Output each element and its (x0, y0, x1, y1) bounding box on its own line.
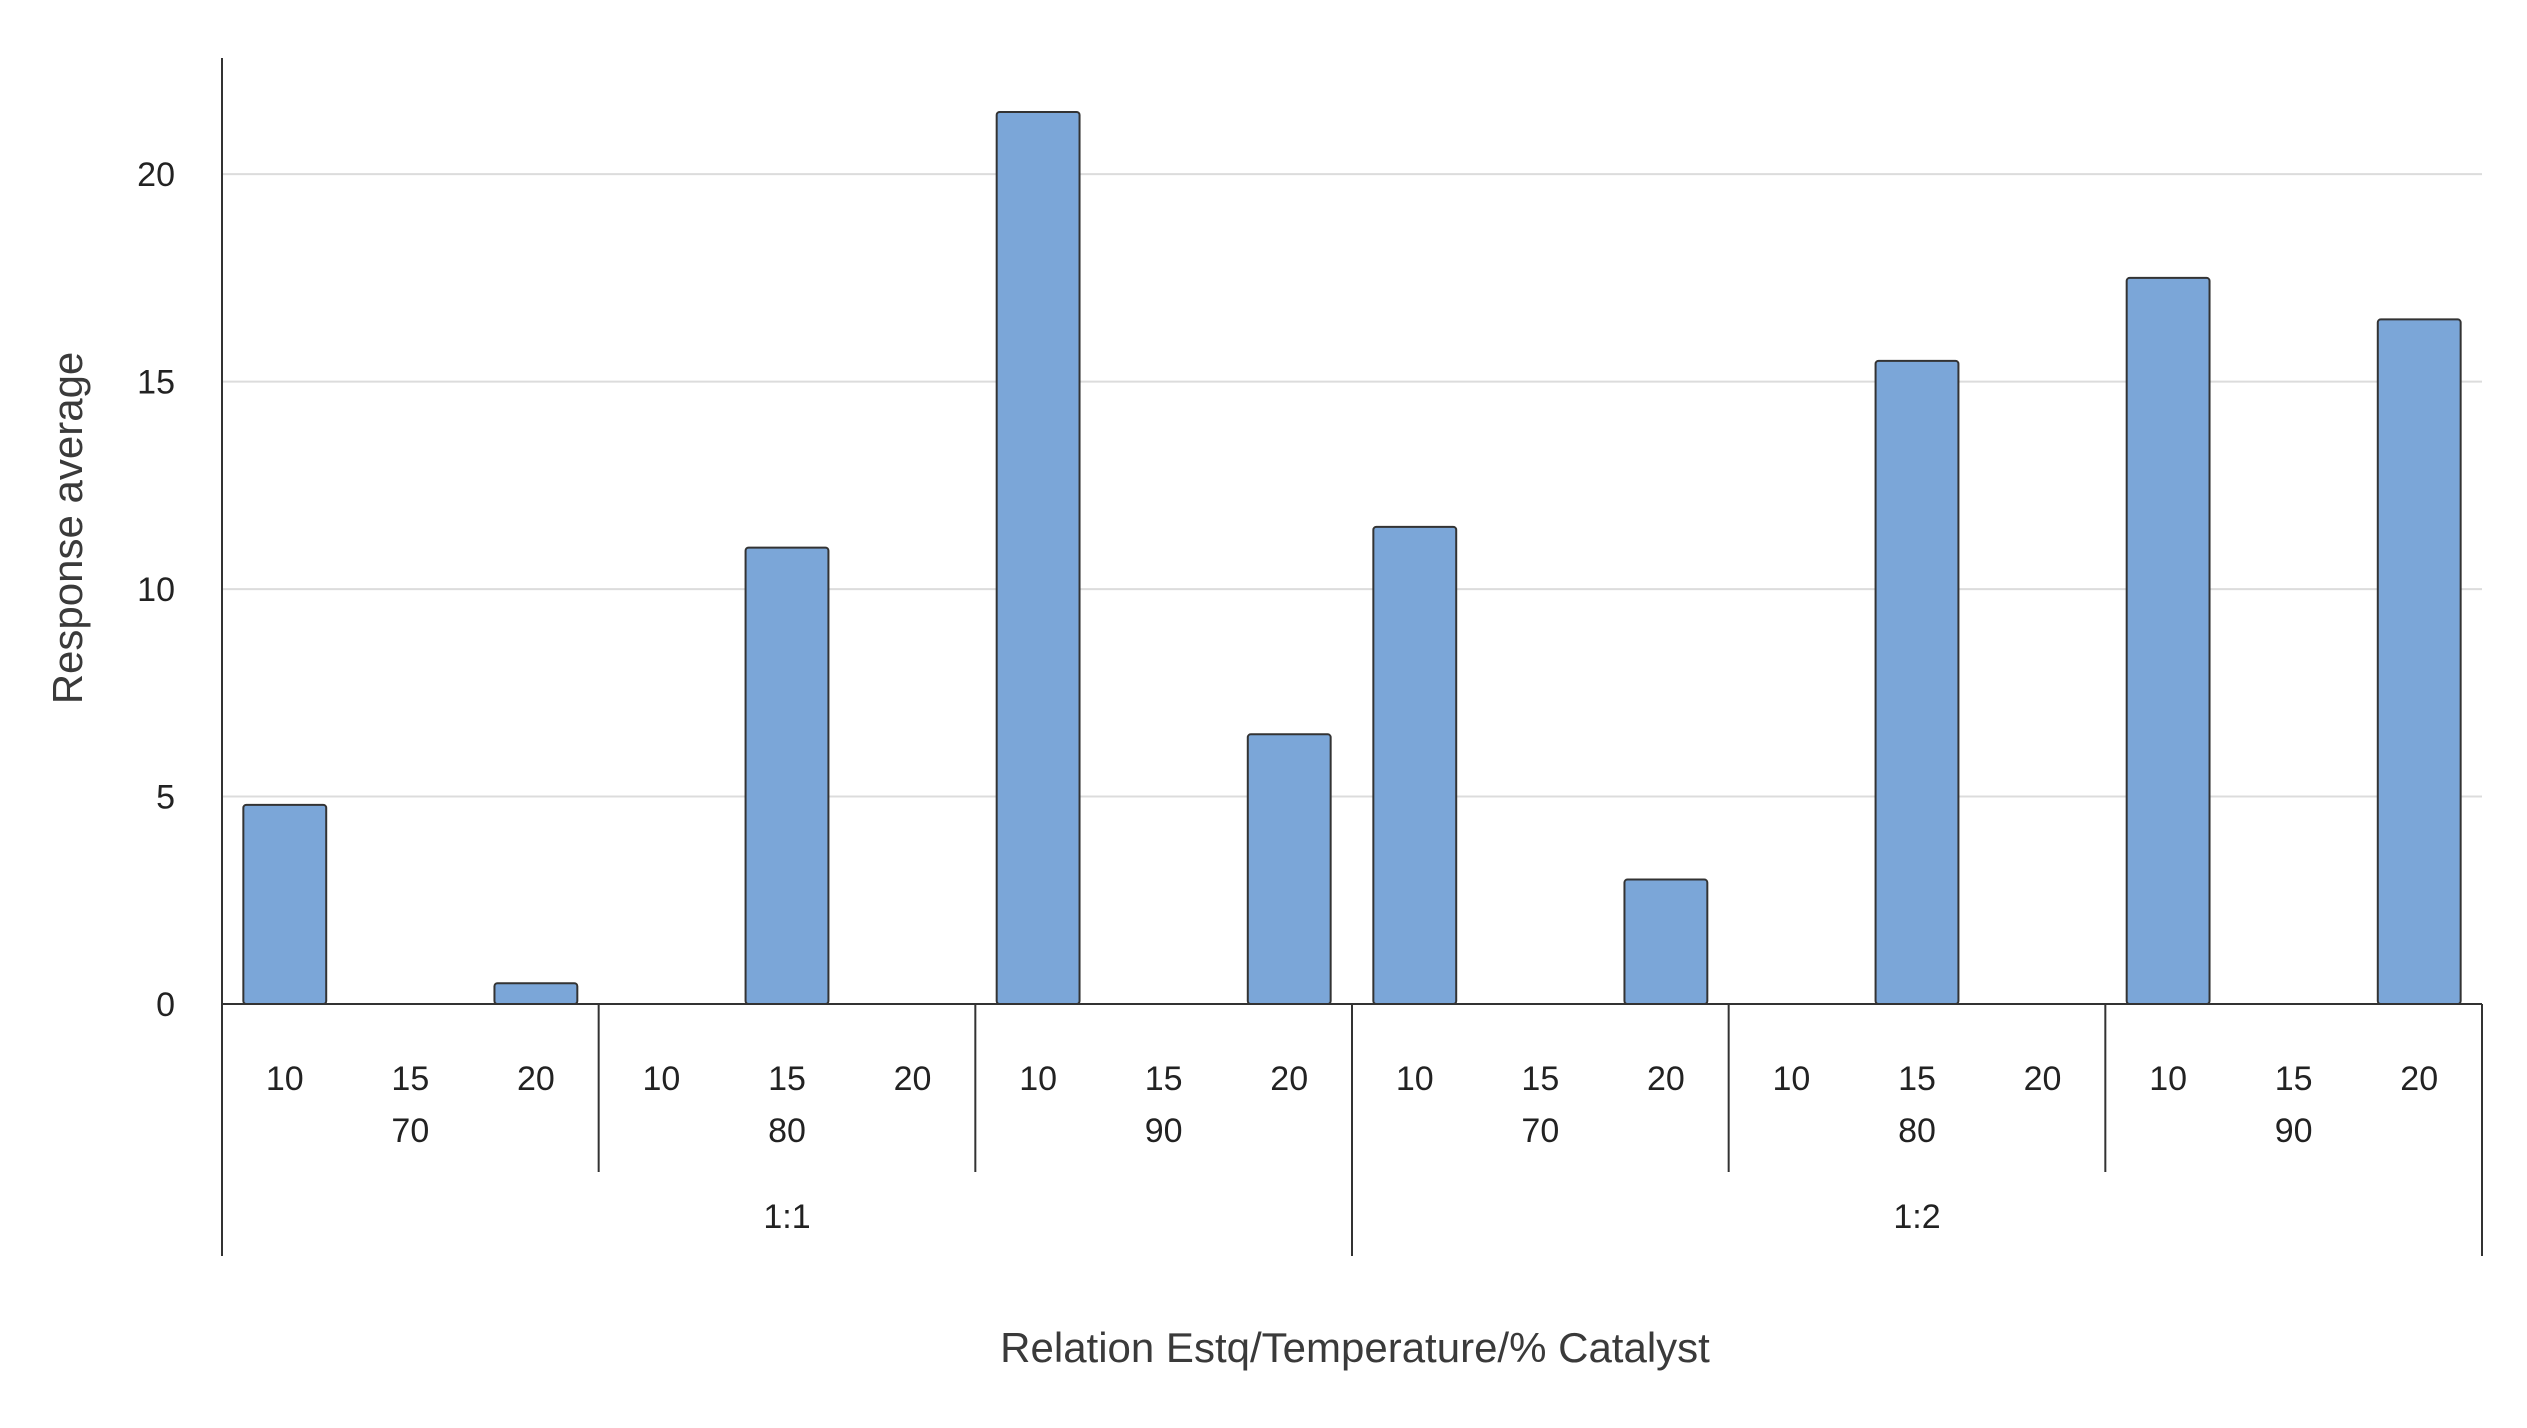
y-tick-labels: 0 5 10 15 20 (137, 156, 175, 1024)
catalyst-label: 10 (1773, 1060, 1811, 1098)
y-tick-label: 20 (137, 156, 175, 194)
x-axis-title: Relation Estq/Temperature/% Catalyst (1000, 1324, 1710, 1371)
catalyst-label: 20 (894, 1060, 932, 1098)
bar (1246, 733, 1332, 1005)
axes (221, 58, 2483, 1256)
catalyst-label: 15 (1898, 1060, 1936, 1098)
bar (1874, 359, 1960, 1005)
bar (995, 110, 1081, 1005)
y-tick-label: 5 (156, 779, 175, 817)
catalyst-label: 20 (1647, 1060, 1685, 1098)
catalyst-label: 15 (1145, 1060, 1183, 1098)
bar (744, 546, 830, 1005)
catalyst-label: 10 (643, 1060, 681, 1098)
x-category-labels: 10 15 20 10 15 20 10 15 20 10 15 20 10 15 20 10 15 20 70 80… (266, 1060, 2438, 1236)
bars (242, 110, 2462, 1006)
catalyst-label: 20 (517, 1060, 555, 1098)
bar (493, 982, 579, 1006)
catalyst-label: 20 (1270, 1060, 1308, 1098)
temperature-label: 70 (391, 1112, 429, 1150)
bar (2376, 318, 2462, 1006)
relation-label: 1:1 (763, 1198, 810, 1236)
y-tick-label: 10 (137, 571, 175, 609)
catalyst-label: 15 (2275, 1060, 2313, 1098)
y-tick-label: 0 (156, 986, 175, 1024)
y-tick-label: 15 (137, 364, 175, 402)
catalyst-label: 10 (2149, 1060, 2187, 1098)
relation-label: 1:2 (1893, 1198, 1940, 1236)
y-axis-title: Response average (44, 352, 91, 705)
catalyst-label: 15 (768, 1060, 806, 1098)
temperature-label: 80 (1898, 1112, 1936, 1150)
gridlines (222, 173, 2482, 798)
catalyst-label: 10 (266, 1060, 304, 1098)
catalyst-label: 20 (2024, 1060, 2062, 1098)
temperature-label: 70 (1521, 1112, 1559, 1150)
temperature-label: 90 (1145, 1112, 1183, 1150)
catalyst-label: 15 (391, 1060, 429, 1098)
bar (1623, 878, 1709, 1005)
temperature-label: 90 (2275, 1112, 2313, 1150)
catalyst-label: 10 (1019, 1060, 1057, 1098)
bar (242, 803, 328, 1005)
catalyst-label: 10 (1396, 1060, 1434, 1098)
temperature-label: 80 (768, 1112, 806, 1150)
catalyst-label: 15 (1521, 1060, 1559, 1098)
bar (1372, 525, 1458, 1005)
bar (2125, 276, 2211, 1005)
catalyst-label: 20 (2400, 1060, 2438, 1098)
